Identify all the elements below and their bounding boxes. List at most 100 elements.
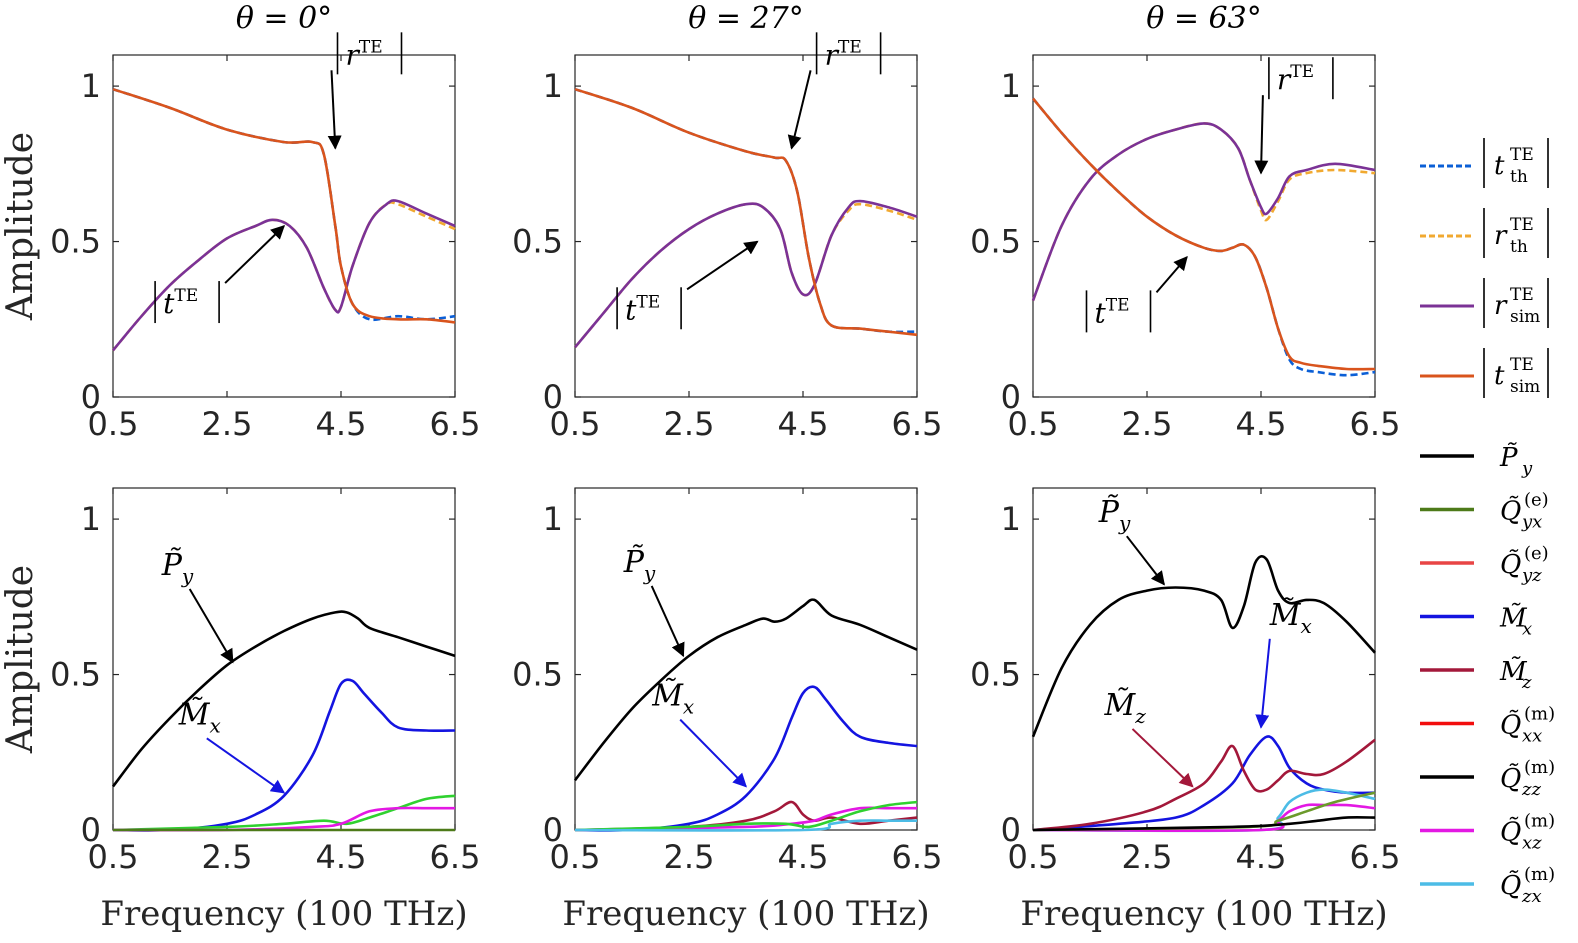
x-tick-label: 6.5 [430, 405, 481, 443]
series-line-5 [1032, 803, 1376, 833]
x-tick-label: 2.5 [202, 838, 253, 876]
x-tick-label: 2.5 [1122, 838, 1173, 876]
x-tick-label: 4.5 [1236, 405, 1287, 443]
axes-box [574, 54, 918, 398]
series-line-2 [574, 685, 918, 832]
y-tick-label: 0 [543, 378, 563, 416]
panel-title: θ = 0° [236, 1, 332, 36]
panel-title: θ = 63° [1146, 1, 1261, 36]
series-line-3 [112, 794, 456, 832]
legend-label: Q̃ [1500, 549, 1521, 580]
annotation-2: M̃x [178, 697, 286, 794]
x-tick-label: 0.5 [550, 405, 601, 443]
legend-sup: (m) [1524, 864, 1555, 885]
legend-sub: zx [1521, 886, 1542, 907]
legend-sup: (m) [1524, 811, 1555, 832]
x-tick-label: 4.5 [778, 405, 829, 443]
series-line-1 [573, 598, 918, 782]
x-tick-label: 4.5 [1236, 838, 1287, 876]
legend-label: Q̃ [1500, 496, 1521, 527]
legend-sub: yx [1521, 512, 1542, 533]
x-tick-label: 6.5 [430, 838, 481, 876]
x-tick-label: 0.5 [1008, 405, 1059, 443]
series-line-4 [574, 87, 918, 337]
series-line-1 [111, 610, 456, 788]
axes-box [1032, 487, 1376, 831]
x-tick-label: 2.5 [664, 838, 715, 876]
x-tick-label: 0.5 [1008, 838, 1059, 876]
y-tick-label: 0.5 [512, 656, 563, 694]
x-tick-label: 2.5 [202, 405, 253, 443]
legend-item-y: P̃ y [1420, 442, 1533, 479]
axes-box [1032, 54, 1376, 398]
series-line-5 [574, 800, 918, 832]
y-tick-label: 0.5 [512, 223, 563, 261]
legend-item-z: M̃z [1420, 656, 1532, 693]
x-axis-label: Frequency (100 THz) [1020, 894, 1387, 934]
y-tick-label: 0 [1001, 811, 1021, 849]
y-tick-label: 1 [543, 67, 563, 105]
x-tick-label: 6.5 [892, 405, 943, 443]
legend-sup: TE [1510, 355, 1534, 375]
annotation-arrow [1155, 256, 1188, 294]
annotation-arrow [1254, 95, 1269, 175]
series-line-3 [574, 199, 918, 349]
panel-title: θ = 27° [688, 1, 803, 36]
x-axis-label: Frequency (100 THz) [100, 894, 467, 934]
x-tick-label: 2.5 [664, 405, 715, 443]
legend-sub: sim [1510, 307, 1540, 327]
legend-sup: TE [1510, 285, 1534, 305]
legend-sub: zz [1521, 779, 1541, 800]
y-tick-label: 0.5 [970, 223, 1021, 261]
x-tick-label: 4.5 [316, 405, 367, 443]
legend-sub: x [1522, 619, 1532, 640]
series-line-3 [112, 199, 456, 352]
annotation-label: M̃x [178, 697, 221, 737]
legend-sub: yz [1521, 565, 1542, 586]
series-line-4 [112, 87, 456, 324]
legend-sup: (e) [1524, 543, 1549, 564]
x-tick-label: 6.5 [892, 838, 943, 876]
y-tick-label: 1 [81, 67, 101, 105]
legend-item-xx: Q̃ (m)xx [1420, 704, 1555, 747]
series-line-2 [112, 678, 456, 832]
legend-item-x: M̃x [1420, 603, 1532, 640]
series-line-3 [1032, 738, 1376, 832]
axes-box [112, 487, 456, 831]
legend-item-zx: Q̃ (m)zx [1420, 864, 1555, 907]
legend-label: M̃ [1499, 656, 1528, 687]
x-tick-label: 0.5 [550, 838, 601, 876]
y-tick-label: 0.5 [50, 223, 101, 261]
series-line-4 [574, 806, 917, 832]
legend-item-yx: Q̃ (e)yx [1420, 490, 1549, 533]
legend-sub: th [1510, 167, 1528, 187]
legend-sub: sim [1510, 377, 1540, 397]
annotation-label: P̃y [161, 548, 194, 588]
annotation-arrow [224, 225, 286, 284]
series-line-6 [574, 819, 917, 832]
y-tick-label: 1 [1001, 500, 1021, 538]
legend-label: Q̃ [1500, 710, 1521, 741]
x-tick-label: 2.5 [1122, 405, 1173, 443]
x-axis-label: Frequency (100 THz) [562, 894, 929, 934]
annotation-arrow [1255, 638, 1271, 729]
legend-label: M̃ [1499, 603, 1528, 634]
legend-sub: y [1521, 458, 1533, 479]
x-tick-label: 6.5 [1350, 405, 1401, 443]
legend-label: Q̃ [1500, 763, 1521, 794]
legend-label: Q̃ [1500, 870, 1521, 901]
annotation-arrow [188, 588, 234, 664]
series-line-1 [1031, 555, 1376, 738]
annotation-arrow [686, 240, 759, 291]
legend-sup: TE [1510, 145, 1534, 165]
x-tick-label: 4.5 [778, 838, 829, 876]
annotation-arrow [206, 737, 286, 794]
